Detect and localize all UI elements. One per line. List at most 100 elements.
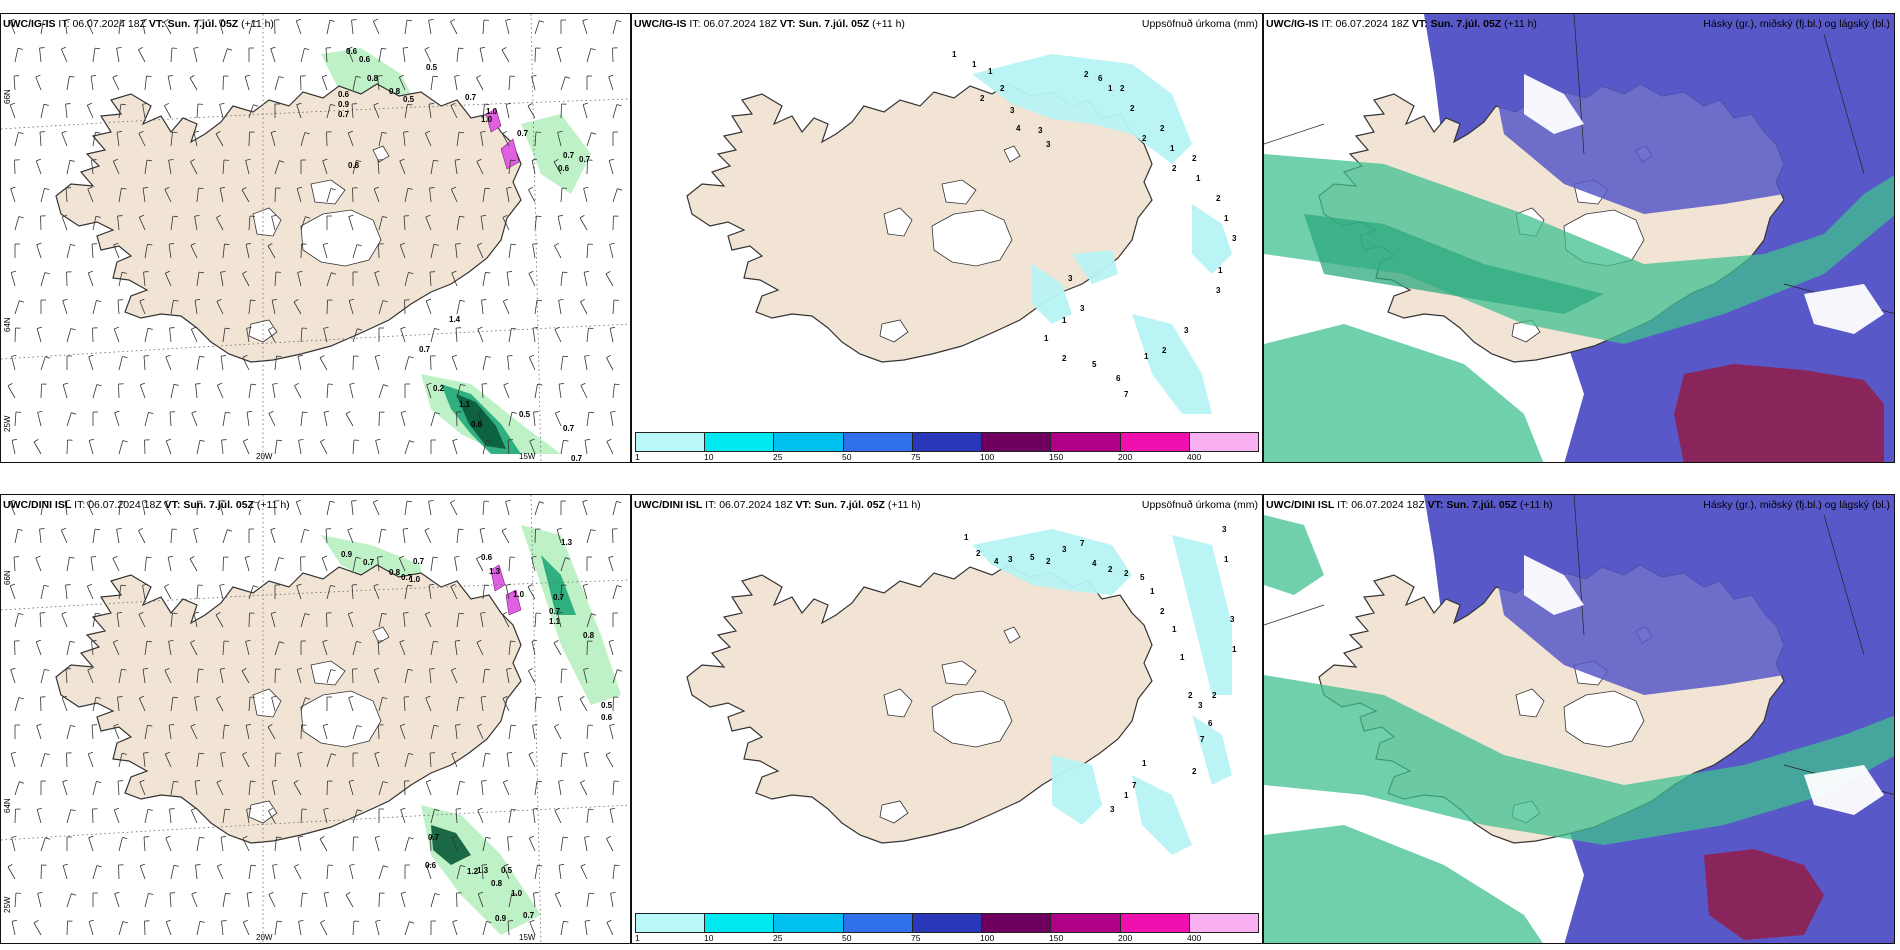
- it-label: IT:: [689, 18, 701, 30]
- wind-barb: [164, 751, 172, 768]
- wind-barb: [40, 780, 46, 795]
- wind-barb: [450, 18, 458, 35]
- wind-map-svg: [1, 495, 630, 943]
- wind-barb: [196, 355, 205, 371]
- precip-value-label: 1: [1172, 625, 1177, 634]
- wind-barb: [554, 410, 562, 427]
- panel-r1c3-cloud-map: UWC/IG-IS IT: 06.07.2024 18Z VT: Sun. 7.…: [1263, 13, 1895, 463]
- wind-barb: [508, 892, 517, 908]
- precip-area: [1132, 775, 1192, 855]
- wind-barb: [169, 808, 175, 824]
- wind-barb: [168, 724, 175, 740]
- wind-barb: [14, 132, 24, 147]
- wind-barb: [274, 641, 285, 656]
- lon-axis-label: 25W: [3, 415, 12, 432]
- wind-barb: [170, 215, 178, 231]
- wind-barb: [118, 921, 128, 936]
- wind-barb: [532, 327, 539, 343]
- wind-barb: [66, 836, 72, 851]
- wind-barb: [528, 354, 536, 371]
- wind-barb: [248, 215, 255, 231]
- wind-barb: [300, 243, 307, 259]
- wind-barb: [248, 383, 256, 399]
- wind-barb: [399, 723, 406, 740]
- wind-barb: [608, 74, 614, 91]
- wind-barb: [347, 130, 354, 147]
- precip-area: [1172, 535, 1232, 695]
- wind-barb: [222, 640, 229, 656]
- wind-value-label: 1.3: [477, 866, 489, 875]
- wind-barb: [164, 102, 172, 119]
- wind-barb: [9, 499, 16, 516]
- wind-barb: [66, 412, 77, 427]
- wind-barb: [66, 271, 72, 287]
- precip-value-label: 2: [976, 549, 981, 558]
- wind-barb: [531, 639, 538, 656]
- wind-barb: [612, 215, 619, 231]
- wind-barb: [118, 271, 127, 287]
- wind-barb: [144, 159, 152, 175]
- wind-barb: [586, 48, 596, 63]
- wind-barb: [482, 836, 491, 852]
- vt-label: VT:: [795, 499, 812, 511]
- wind-barb: [351, 500, 357, 516]
- wind-barb: [404, 837, 414, 852]
- precip-value-label: 3: [1062, 545, 1067, 554]
- wind-barb: [113, 723, 120, 740]
- wind-barb: [40, 383, 47, 399]
- wind-barb: [605, 271, 614, 287]
- wind-barb: [529, 919, 536, 936]
- wind-value-label: 0.9: [338, 100, 350, 109]
- wind-barb: [66, 328, 76, 343]
- wind-barb: [88, 438, 95, 455]
- wind-barb: [456, 47, 464, 63]
- wind-barb: [325, 47, 332, 63]
- wind-barb: [404, 19, 412, 35]
- wind-barb: [270, 46, 276, 63]
- wind-barb: [7, 864, 16, 880]
- wind-barb: [216, 779, 224, 796]
- wind-value-label: 0.8: [583, 631, 595, 640]
- heavy-precip-area: [505, 589, 522, 616]
- wind-barb: [300, 216, 311, 231]
- wind-barb: [477, 807, 484, 824]
- glacier-shape: [931, 690, 1013, 748]
- glacier-shape: [941, 179, 977, 205]
- lead-time: (+11 h): [872, 18, 905, 30]
- wind-barb: [323, 326, 329, 343]
- high-cloud-area: [1304, 214, 1604, 314]
- wind-barb: [455, 724, 461, 740]
- wind-barb: [372, 18, 380, 35]
- wind-barb: [404, 299, 410, 315]
- wind-barb: [534, 864, 543, 880]
- clear-area: [1524, 74, 1584, 134]
- wind-barb: [118, 19, 126, 35]
- wind-barb: [144, 724, 153, 740]
- wind-barb: [482, 271, 491, 287]
- glacier-shape: [879, 800, 909, 824]
- wind-barb: [426, 863, 432, 880]
- wind-barb: [451, 751, 458, 768]
- wind-barb: [92, 47, 100, 63]
- precip-value-label: 3: [1198, 701, 1203, 710]
- wind-barb: [606, 354, 614, 371]
- wind-barb: [404, 500, 412, 516]
- wind-value-label: 0.6: [471, 420, 483, 429]
- wind-barb: [352, 836, 359, 852]
- precip-value-label: 1: [1044, 334, 1049, 343]
- wind-barb: [404, 272, 414, 287]
- wind-value-label: 1.1: [549, 617, 561, 626]
- wind-barb: [168, 158, 174, 175]
- wind-barb: [532, 723, 538, 740]
- wind-barb: [196, 103, 203, 119]
- wind-barb: [61, 214, 68, 231]
- wind-barb: [605, 752, 614, 768]
- wind-barb: [113, 326, 120, 343]
- wind-barb: [452, 438, 458, 455]
- wind-barb: [378, 612, 387, 628]
- wind-barb: [195, 864, 201, 880]
- graticule-line: [1, 804, 630, 841]
- wind-barb: [242, 751, 250, 768]
- wind-barb: [430, 640, 439, 656]
- wind-barb: [141, 499, 148, 516]
